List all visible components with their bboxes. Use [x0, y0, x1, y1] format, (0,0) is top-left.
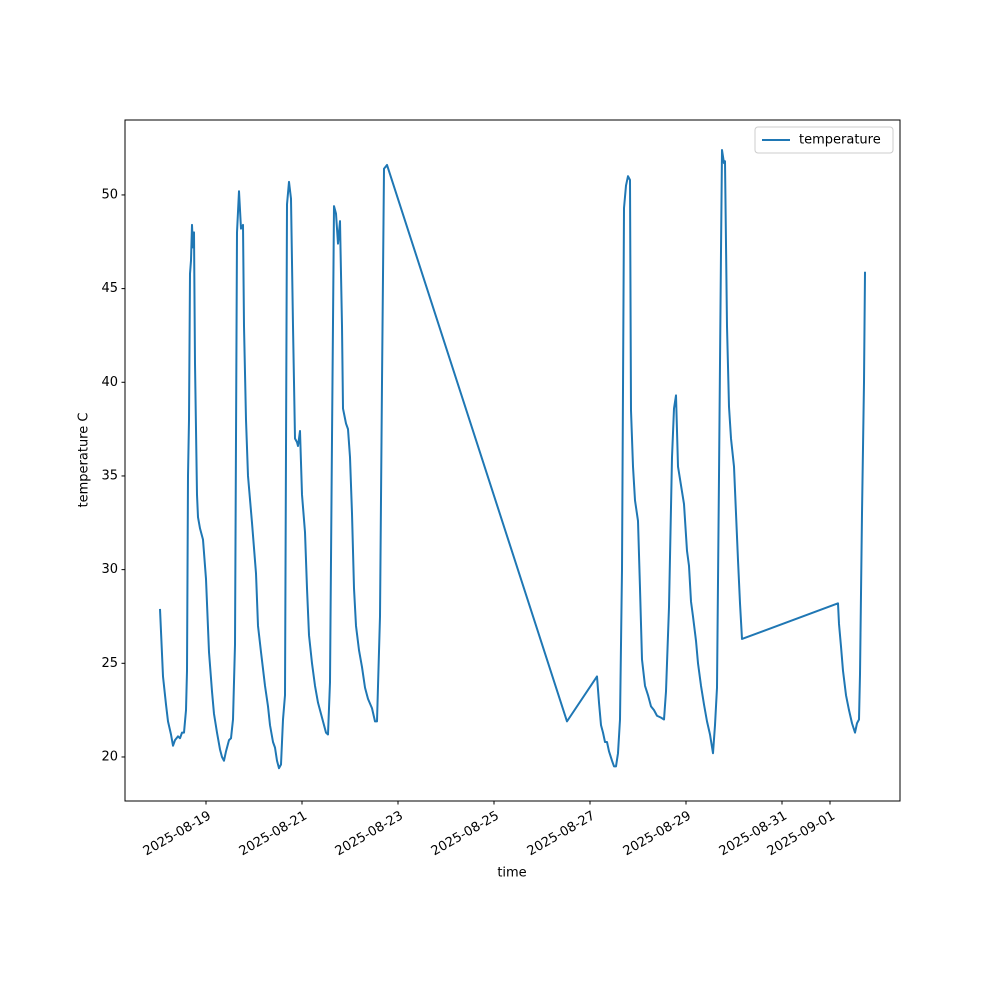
x-tick-label: 2025-08-23 — [333, 809, 406, 860]
x-tick-label: 2025-08-21 — [237, 809, 310, 860]
plot-area — [124, 119, 901, 802]
y-tick-label: 50 — [101, 187, 118, 202]
legend-box — [754, 126, 894, 154]
legend-label: temperature — [799, 133, 881, 148]
line — [159, 148, 866, 770]
y-tick-label: 30 — [101, 562, 118, 577]
x-tick-label: 2025-08-27 — [525, 809, 598, 860]
y-tick-label: 20 — [101, 749, 118, 764]
x-tick-label: 2025-08-25 — [429, 809, 502, 860]
y-tick-label: 35 — [101, 468, 118, 483]
y-tick-label: 45 — [101, 281, 118, 296]
x-tick-label: 2025-08-19 — [141, 809, 214, 860]
y-axis-label: temperature C — [77, 413, 92, 508]
y-tick-label: 25 — [101, 656, 118, 671]
x-axis-label: time — [497, 866, 526, 881]
y-tick-label: 40 — [101, 375, 118, 390]
x-tick-label: 2025-08-29 — [621, 809, 694, 860]
